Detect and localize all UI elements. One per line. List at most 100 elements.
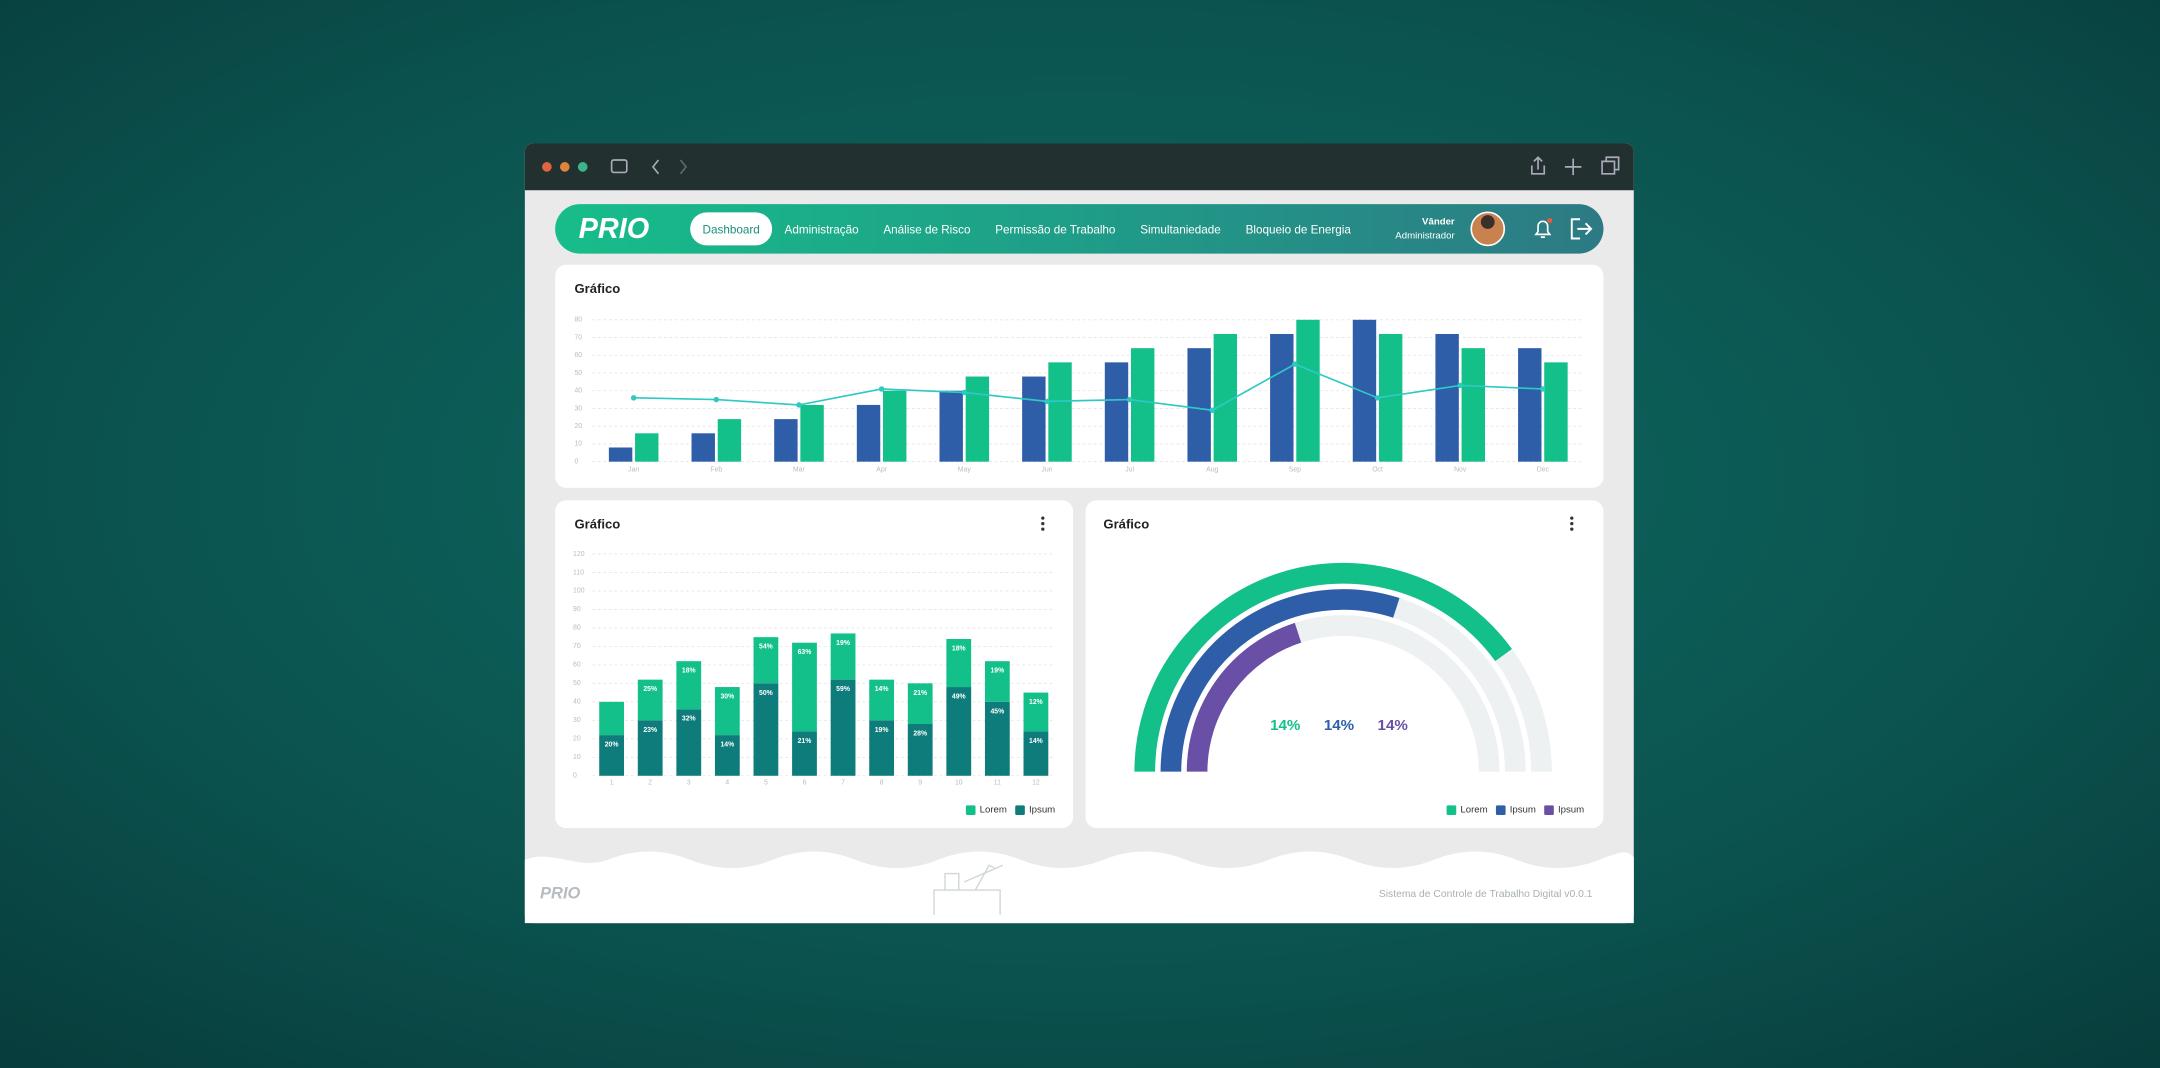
x-tick-label: 5 [764,779,768,786]
gauge-label: 14% [1270,717,1301,734]
bar [883,390,907,462]
legend-swatch [1544,805,1554,816]
card-menu[interactable] [1041,516,1045,531]
nav-item[interactable]: Dashboard [703,223,760,236]
legend-swatch [965,805,976,816]
line-point [713,396,720,403]
bar-segment [792,642,817,732]
legend-label: Ipsum [1029,805,1055,816]
bar [800,404,824,462]
bar [965,376,990,462]
legend-swatch [1495,805,1506,816]
window-minimize[interactable] [559,162,570,172]
line-point [1457,382,1463,389]
window-close[interactable] [542,162,552,172]
nav-item[interactable]: Simultaniedade [1140,223,1221,236]
segment-label: 20% [605,742,619,749]
line-point [1540,386,1546,392]
nav-item[interactable]: Administração [785,223,860,236]
window-zoom[interactable] [577,162,588,172]
card-menu[interactable] [1570,516,1574,531]
bar [691,433,715,462]
share-button[interactable] [1531,156,1546,175]
bar-segment [792,731,817,776]
forward-button[interactable] [679,159,688,175]
segment-label: 19% [990,668,1004,675]
bar [1435,333,1459,462]
bar-segment [869,679,895,721]
segment-label: 18% [952,645,966,652]
x-tick-label: 2 [648,779,652,786]
segment-label: 14% [875,686,889,693]
y-tick-label: 80 [574,317,582,324]
bar [1352,319,1377,462]
y-tick-label: 80 [573,625,581,632]
nav-active-pill [690,212,773,246]
user-name: Vânder [1422,217,1455,228]
back-button[interactable] [651,159,660,175]
segment-label: 63% [798,649,812,656]
x-tick-label: Nov [1454,467,1467,474]
card-title: Gráfico [574,281,620,296]
bar-segment [753,683,779,776]
y-tick-label: 20 [573,736,581,743]
segment-label: 21% [913,690,927,697]
notifications-button[interactable] [1534,220,1552,238]
segment-label: 12% [1029,699,1043,706]
bar [1130,348,1155,462]
line-point [1374,395,1381,401]
bar-segment [984,661,1010,702]
segment-label: 14% [720,742,734,749]
y-tick-label: 30 [574,405,582,412]
x-tick-label: Aug [1206,467,1218,474]
bar-segment [869,720,895,776]
new-tab-button[interactable] [1564,158,1582,176]
platform-illustration [933,864,1004,915]
x-tick-label: 9 [918,779,922,786]
bar-segment [714,687,740,736]
gauge-label: 14% [1378,717,1409,734]
bar [1270,333,1294,462]
y-tick-label: 70 [573,643,581,650]
x-tick-label: Apr [876,467,887,474]
bar [1022,376,1046,462]
nav-item[interactable]: Análise de Risco [883,223,971,236]
x-tick-label: Sep [1289,467,1301,474]
segment-label: 30% [720,694,734,701]
logo[interactable]: PRIO [579,213,650,245]
y-tick-label: 90 [573,606,581,613]
card-title: Gráfico [574,516,620,531]
x-tick-label: May [958,467,972,474]
x-tick-label: 3 [687,779,691,786]
user-role: Administrador [1395,230,1455,241]
logout-button[interactable] [1570,218,1593,240]
x-tick-label: Oct [1372,467,1383,474]
bar [939,390,963,462]
y-tick-label: 10 [574,441,582,448]
line-point [1292,361,1298,367]
bar-segment [907,683,933,725]
line-point [1209,407,1215,413]
bar-segment [676,709,702,776]
legend-label: Lorem [1460,805,1487,816]
segment-label: 49% [952,694,966,701]
segment-label: 14% [1029,738,1043,745]
bar [1544,362,1568,462]
nav-item[interactable]: Bloqueio de Energia [1246,223,1352,236]
segment-label: 18% [682,668,696,675]
y-tick-label: 10 [573,754,581,761]
y-tick-label: 30 [573,717,581,724]
nav-item[interactable]: Permissão de Trabalho [995,223,1116,236]
notification-dot [1547,218,1553,224]
card-title: Gráfico [1103,516,1149,531]
bar-segment [1023,692,1049,732]
segment-label: 59% [836,686,850,693]
y-tick-label: 120 [573,551,585,558]
gauge-arc [1160,589,1400,772]
segment-label: 19% [836,640,850,647]
tabs-button[interactable] [1601,156,1620,175]
sidebar-button[interactable] [610,159,628,174]
bar-segment [637,720,663,776]
x-tick-label: Feb [710,467,722,474]
y-tick-label: 60 [574,352,582,359]
